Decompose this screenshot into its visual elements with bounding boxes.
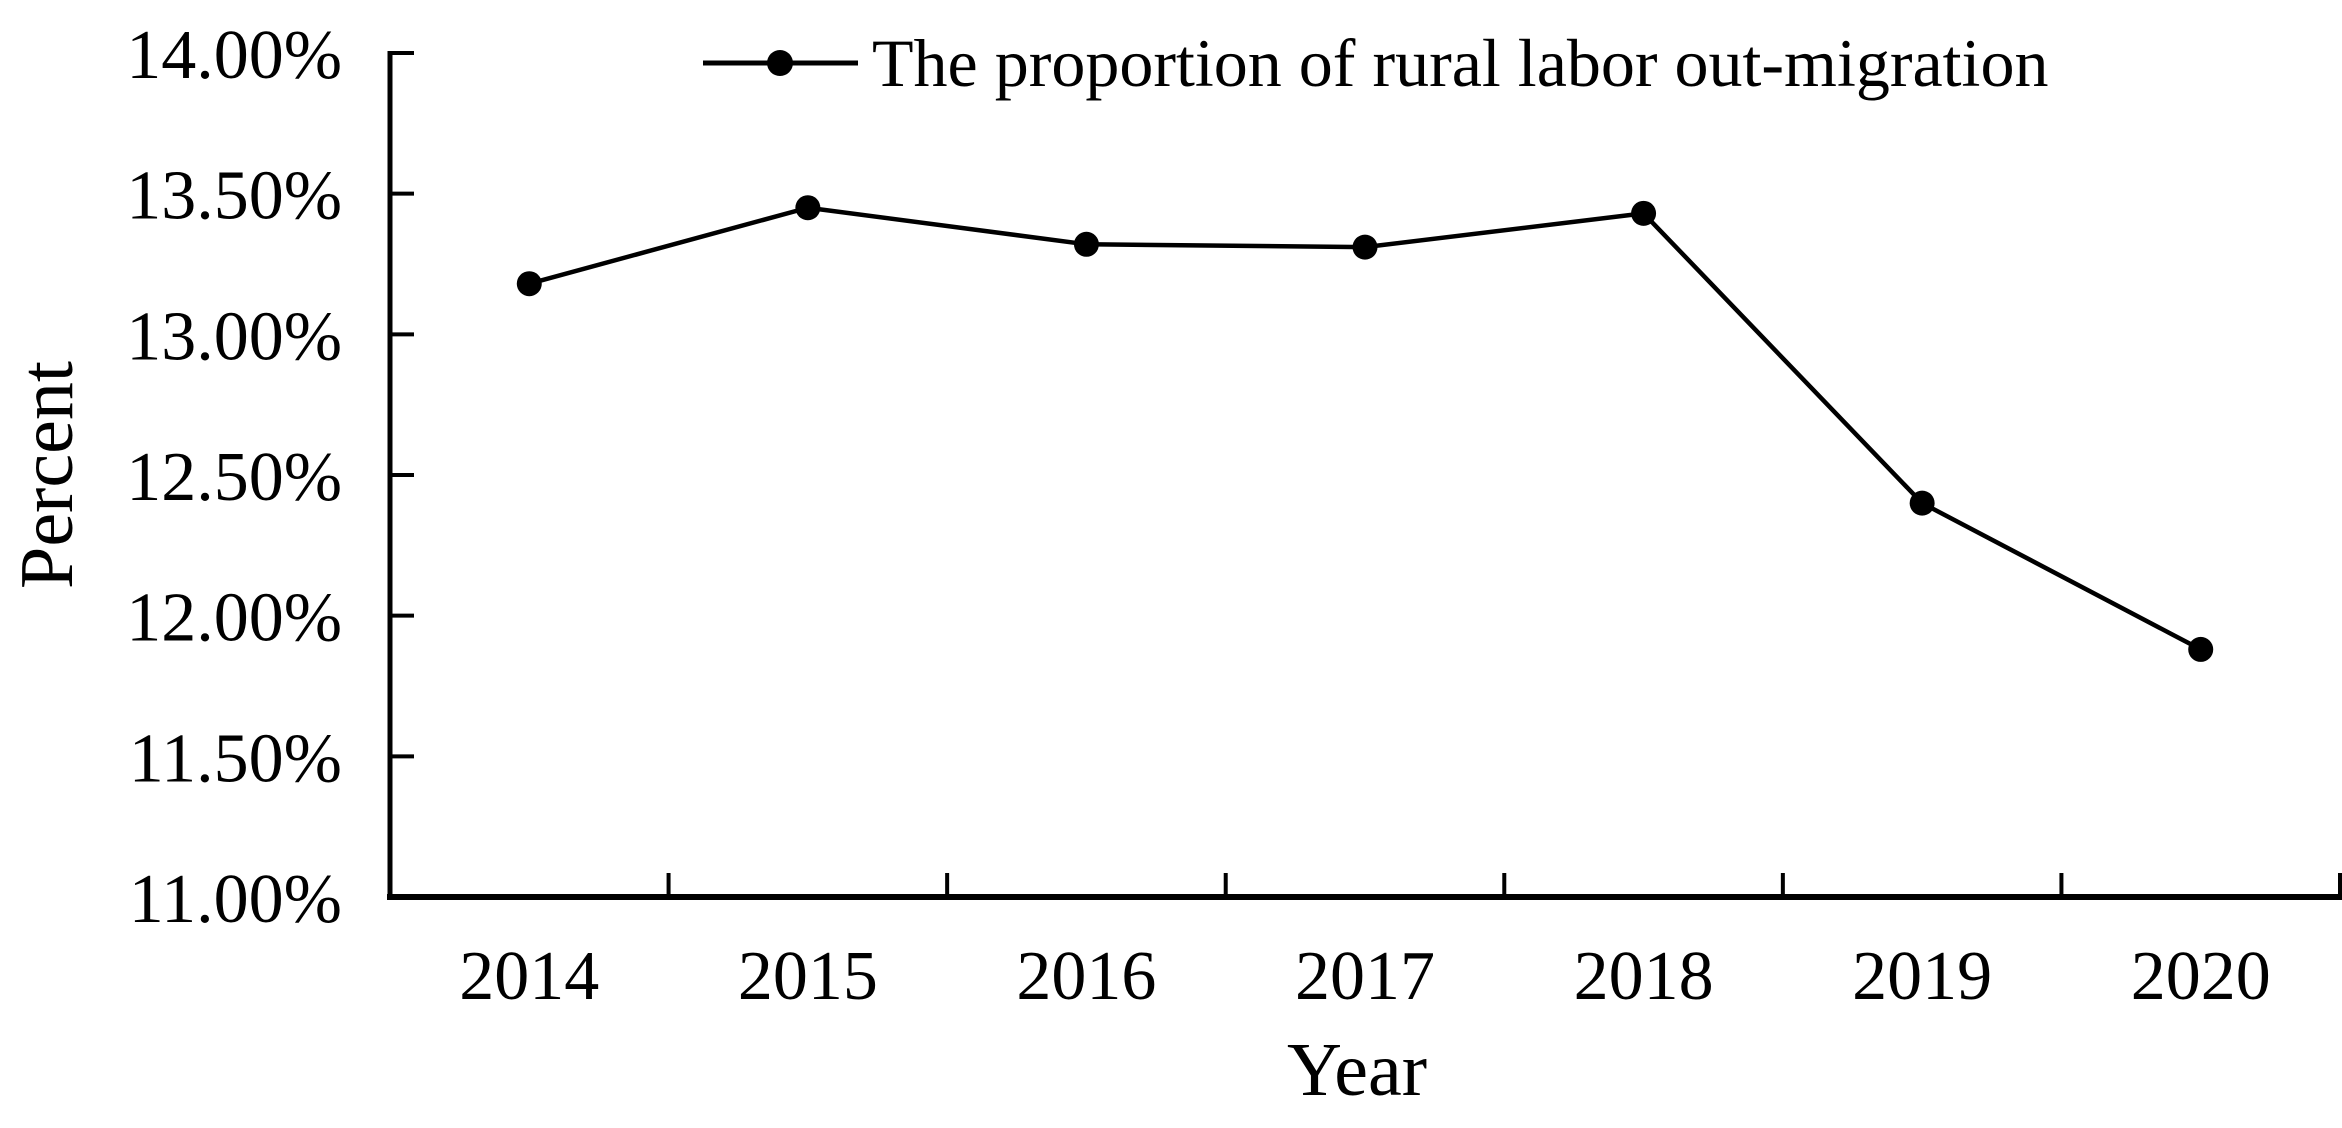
y-tick-label: 12.50% <box>126 439 342 516</box>
legend-marker-icon <box>767 50 793 76</box>
legend-label: The proportion of rural labor out-migrat… <box>872 25 2048 101</box>
legend: The proportion of rural labor out-migrat… <box>703 25 2048 101</box>
data-point-marker-2014 <box>516 271 542 297</box>
x-tick-label: 2015 <box>738 938 878 1015</box>
x-axis-title: Year <box>1287 1028 1427 1112</box>
plot-area: 11.00% 11.50% 12.00% 12.50% 13.00% 13.50% 14.0… <box>126 17 2342 1015</box>
y-tick-label: 11.00% <box>129 861 342 938</box>
y-axis-title: Percent <box>5 361 89 589</box>
data-point-marker-2018 <box>1631 200 1657 226</box>
series-line <box>528 205 2202 652</box>
data-point-marker-2020 <box>2188 636 2214 662</box>
data-point-marker-2016 <box>1073 231 1099 257</box>
data-point-marker-2015 <box>795 195 821 221</box>
data-point-marker-2019 <box>1909 490 1935 516</box>
y-tick-label: 14.00% <box>126 17 342 94</box>
y-tick-label: 13.00% <box>126 298 342 375</box>
x-tick-label: 2018 <box>1574 938 1714 1015</box>
y-tick-label: 13.50% <box>126 158 342 235</box>
data-point-marker-2017 <box>1352 234 1378 260</box>
y-tick-label: 11.50% <box>129 720 342 797</box>
x-tick-label: 2016 <box>1016 938 1156 1015</box>
x-tick-label: 2019 <box>1852 938 1992 1015</box>
x-tick-label: 2017 <box>1295 938 1435 1015</box>
y-tick-label: 12.00% <box>126 580 342 657</box>
x-tick-label: 2020 <box>2131 938 2271 1015</box>
x-tick-label: 2014 <box>459 938 599 1015</box>
